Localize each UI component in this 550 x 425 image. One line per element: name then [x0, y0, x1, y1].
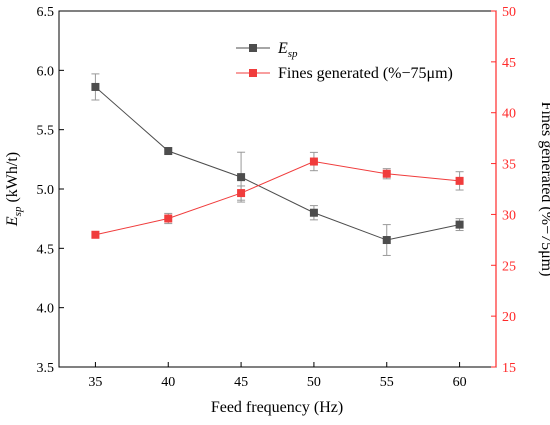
- legend: Esp Fines generated (%−75μm): [236, 40, 453, 82]
- data-point-marker: [309, 157, 318, 166]
- right-tick-label: 15: [502, 361, 516, 376]
- left-tick-label: 6.0: [37, 64, 55, 79]
- series-1-line: [95, 161, 460, 236]
- data-point-marker: [91, 82, 100, 91]
- series-0-line: [95, 86, 460, 241]
- y-axis-left-title-main: E: [4, 216, 21, 227]
- data-point-marker: [91, 230, 100, 239]
- right-tick-label: 25: [502, 259, 516, 274]
- left-tick-label: 4.5: [37, 242, 55, 257]
- bottom-tick-label: 50: [307, 375, 321, 390]
- legend-label-esp: Esp: [277, 40, 298, 60]
- left-axis-ticks: 3.5 4.0 4.5 5.0 5.5 6.0 6.5: [37, 5, 64, 376]
- legend-label-fines: Fines generated (%−75μm): [278, 65, 453, 82]
- data-point-marker: [455, 220, 464, 229]
- y-axis-left-title-sub: sp: [12, 206, 24, 216]
- right-axis-ticks: 15 20 25 30 35 40 45 50: [491, 5, 516, 376]
- data-point-marker: [237, 189, 246, 198]
- series-0: [91, 73, 464, 256]
- left-tick-label: 3.5: [37, 361, 55, 376]
- data-point-marker: [455, 176, 464, 185]
- y-axis-left-title: Esp (kWh/t): [4, 152, 24, 227]
- data-point-marker: [164, 147, 173, 156]
- bottom-axis-ticks: 35 40 45 50 55 60: [88, 362, 467, 390]
- left-tick-label: 6.5: [37, 5, 55, 20]
- bottom-tick-label: 35: [88, 375, 102, 390]
- y-axis-right-title: Fines generated (%−75μm): [538, 102, 550, 277]
- right-tick-label: 20: [502, 310, 516, 325]
- right-tick-label: 40: [502, 107, 516, 122]
- y-axis-left-title-rest: (kWh/t): [4, 152, 21, 207]
- data-point-marker: [237, 173, 246, 182]
- legend-item-fines: Fines generated (%−75μm): [236, 65, 453, 82]
- right-tick-label: 45: [502, 56, 516, 71]
- series-layer: [91, 73, 464, 256]
- left-tick-label: 5.0: [37, 183, 55, 198]
- data-point-marker: [382, 169, 391, 178]
- data-point-marker: [382, 236, 391, 245]
- data-point-marker: [164, 214, 173, 223]
- legend-marker-fines: [249, 69, 257, 77]
- left-tick-label: 5.5: [37, 124, 55, 139]
- data-point-marker: [309, 208, 318, 217]
- legend-marker-esp: [249, 44, 257, 52]
- series-1: [91, 151, 464, 239]
- bottom-tick-label: 45: [234, 375, 248, 390]
- right-tick-label: 50: [502, 5, 516, 20]
- right-tick-label: 35: [502, 158, 516, 173]
- x-axis-title: Feed frequency (Hz): [211, 399, 343, 416]
- left-tick-label: 4.0: [37, 302, 55, 317]
- bottom-tick-label: 60: [453, 375, 467, 390]
- bottom-tick-label: 40: [161, 375, 175, 390]
- bottom-tick-label: 55: [380, 375, 394, 390]
- legend-item-esp: Esp: [236, 40, 298, 60]
- right-tick-label: 30: [502, 208, 516, 223]
